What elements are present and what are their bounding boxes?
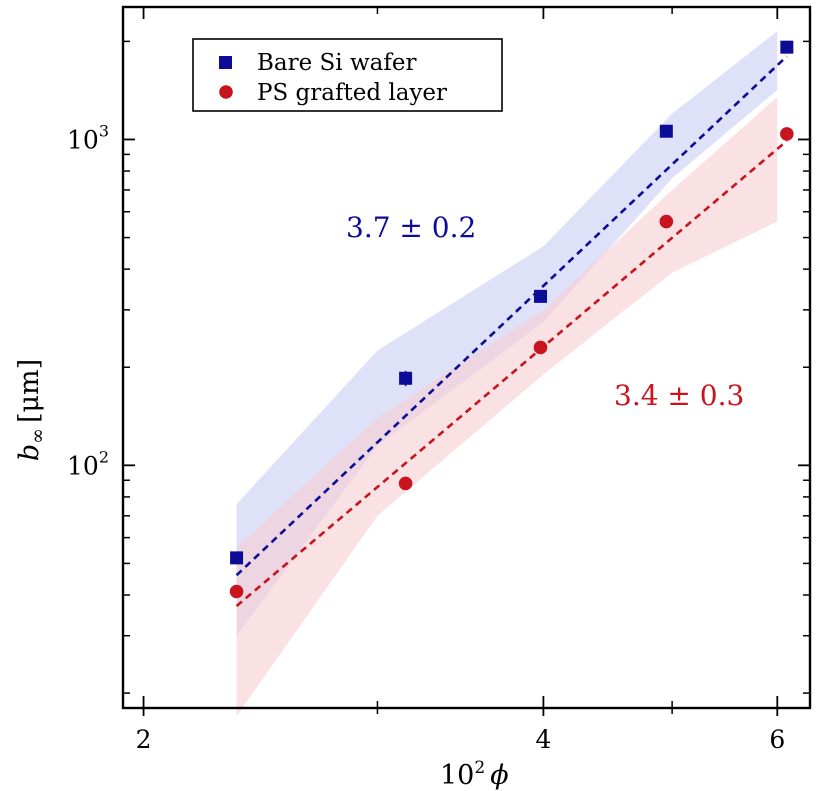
data-point-bare-si [780, 40, 794, 54]
confidence-bands [236, 31, 778, 717]
fit-line-ps-grafted [235, 139, 788, 608]
x-tick-label: 6 [769, 725, 785, 754]
x-axis-title: 102 ϕ [440, 758, 509, 791]
x-axis-title-exponent: 2 [474, 758, 485, 778]
legend-marker-square [219, 56, 232, 69]
data-point-bare-si [230, 551, 244, 565]
y-axis-title: b∞ [μm] [14, 359, 49, 461]
series-annotation-ps-grafted: 3.4 ± 0.3 [614, 379, 744, 412]
fit-lines [235, 55, 788, 608]
data-point-ps-grafted [398, 476, 413, 491]
fit-line-bare-si [235, 55, 788, 577]
data-point-ps-grafted [780, 127, 794, 141]
legend-label-ps-grafted: PS grafted layer [257, 80, 447, 106]
legend: Bare Si wafer PS grafted layer [192, 38, 503, 112]
x-axis-title-base: 10 [440, 760, 474, 791]
y-tick-label-base: 10 [67, 451, 99, 480]
confidence-band-bare-si [236, 31, 778, 636]
data-point-bare-si [534, 289, 548, 303]
y-tick-label: 102 [67, 447, 109, 480]
legend-box [192, 38, 503, 112]
y-axis-title-unit: [μm] [14, 359, 45, 423]
legend-marker-circle [219, 85, 233, 99]
y-axis-title-subscript: ∞ [27, 428, 49, 444]
y-axis-title-variable: b [14, 444, 45, 461]
data-point-ps-grafted [659, 214, 674, 229]
data-point-bare-si [399, 371, 413, 385]
data-point-bare-si [659, 124, 673, 138]
data-points [229, 40, 794, 599]
plot-frame [121, 5, 812, 710]
series-annotation-bare-si: 3.7 ± 0.2 [346, 211, 476, 244]
y-tick-label-exponent: 3 [99, 121, 109, 140]
x-tick-label: 2 [136, 725, 152, 754]
legend-label-bare-si: Bare Si wafer [257, 50, 416, 76]
confidence-band-ps-grafted [236, 97, 778, 717]
x-tick-label: 4 [535, 725, 551, 754]
data-point-ps-grafted [229, 584, 244, 599]
y-tick-label-exponent: 2 [99, 447, 109, 466]
data-point-ps-grafted [533, 340, 548, 355]
y-tick-label: 103 [67, 121, 109, 154]
y-tick-label-base: 10 [67, 125, 99, 154]
x-axis-title-variable: ϕ [490, 760, 508, 791]
